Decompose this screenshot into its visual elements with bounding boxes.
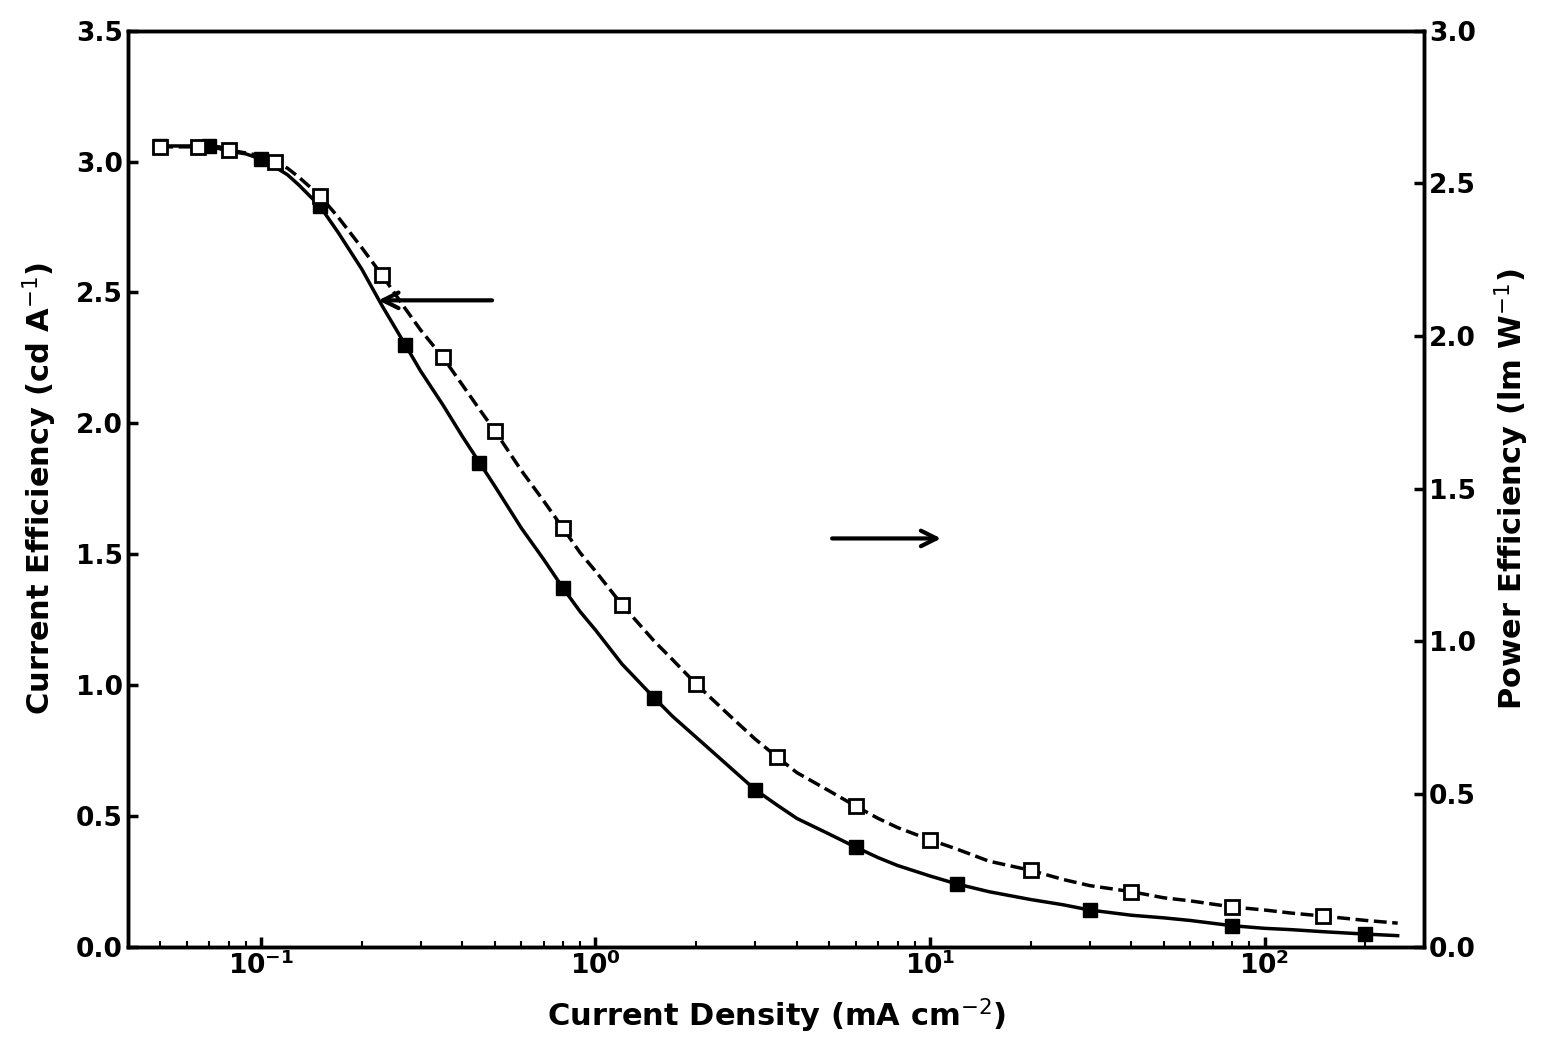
X-axis label: Current Density (mA cm$^{-2}$): Current Density (mA cm$^{-2}$)	[546, 997, 1006, 1035]
Y-axis label: Power Efficiency (lm W$^{-1}$): Power Efficiency (lm W$^{-1}$)	[1493, 268, 1532, 710]
Y-axis label: Current Efficiency (cd A$^{-1}$): Current Efficiency (cd A$^{-1}$)	[20, 262, 59, 715]
